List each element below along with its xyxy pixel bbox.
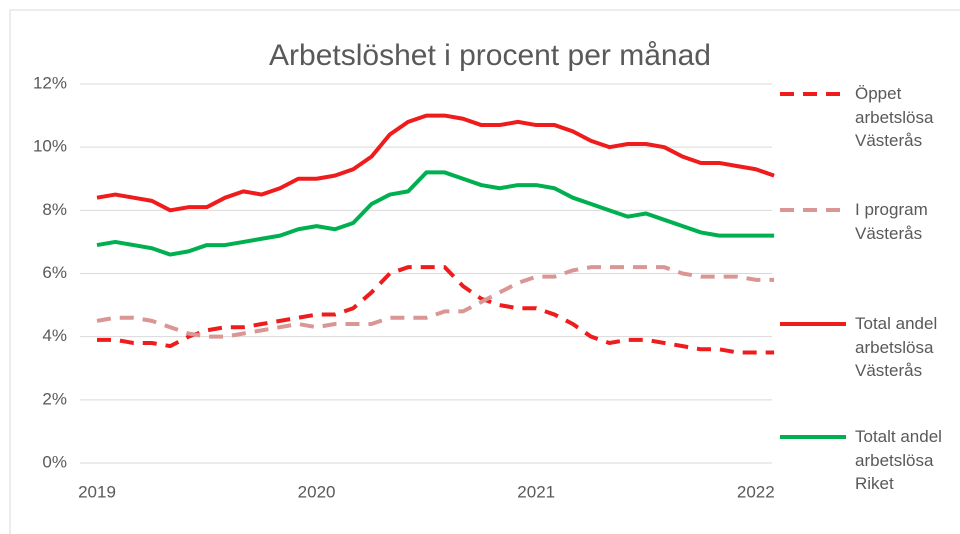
legend-label: Totalt andel arbetslösa Riket [855,427,942,493]
legend-label: Öppet arbetslösa Västerås [855,84,934,150]
legend-label: I program Västerås [855,200,928,243]
series-line [96,265,775,339]
y-tick-label: 12% [33,73,67,92]
y-tick-label: 8% [42,200,67,219]
x-tick-label: 2021 [517,482,555,501]
y-tick-label: 10% [33,137,67,156]
x-tick-label: 2022 [737,482,775,501]
y-tick-label: 0% [42,452,67,471]
series-line [96,113,775,213]
y-tick-label: 6% [42,263,67,282]
series-line [96,170,775,257]
legend-label: Total andel arbetslösa Västerås [855,314,938,380]
chart-frame [9,9,960,534]
x-tick-label: 2020 [298,482,336,501]
x-tick-label: 2019 [78,482,116,501]
y-tick-label: 4% [42,326,67,345]
chart-title: Arbetslöshet i procent per månad [269,39,711,72]
series-line [97,265,775,355]
y-tick-label: 2% [42,389,67,408]
